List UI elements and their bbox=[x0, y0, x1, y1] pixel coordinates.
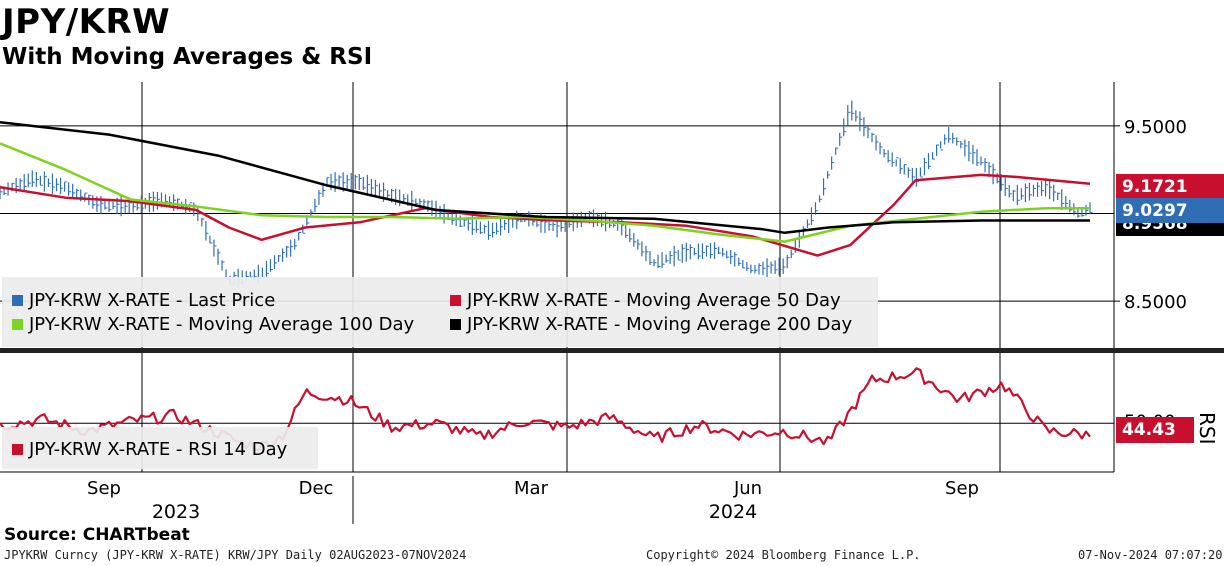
ytick-label-9-5: 9.5000 bbox=[1124, 117, 1187, 138]
legend-item-ma100: JPY-KRW X-RATE - Moving Average 100 Day bbox=[12, 314, 414, 335]
xtick-label-4: Sep bbox=[945, 478, 979, 499]
footer-copyright: Copyright© 2024 Bloomberg Finance L.P. bbox=[646, 548, 921, 562]
year-label-2023: 2023 bbox=[152, 501, 200, 523]
chart-title: JPY/KRW bbox=[2, 2, 171, 42]
xtick-label-0: Sep bbox=[87, 478, 121, 499]
legend-swatch bbox=[12, 444, 23, 455]
legend-label: JPY-KRW X-RATE - Moving Average 200 Day bbox=[467, 314, 853, 335]
rsi-line bbox=[0, 367, 1091, 452]
legend-label: JPY-KRW X-RATE - Moving Average 50 Day bbox=[467, 290, 841, 311]
price-legend bbox=[2, 277, 878, 347]
legend-swatch bbox=[12, 319, 23, 330]
badge-label: 44.43 bbox=[1122, 420, 1176, 440]
legend-swatch bbox=[450, 295, 461, 306]
legend-label: JPY-KRW X-RATE - RSI 14 Day bbox=[29, 439, 288, 460]
price-bars bbox=[0, 100, 1093, 288]
legend-item-rsi: JPY-KRW X-RATE - RSI 14 Day bbox=[12, 439, 287, 460]
rsi-axis-label: RSI bbox=[1195, 412, 1219, 445]
legend-item-last-price: JPY-KRW X-RATE - Last Price bbox=[12, 290, 275, 311]
ytick-label-8-5: 8.5000 bbox=[1124, 292, 1187, 313]
xtick-label-2: Mar bbox=[514, 478, 549, 499]
panel-divider bbox=[0, 348, 1224, 353]
legend-item-ma50: JPY-KRW X-RATE - Moving Average 50 Day bbox=[450, 290, 841, 311]
series-lines bbox=[0, 100, 1093, 452]
ma100-line bbox=[0, 142, 1090, 243]
legend-swatch bbox=[450, 319, 461, 330]
badge-ma50-last: 9.1721 bbox=[1116, 174, 1224, 199]
year-label-2024: 2024 bbox=[709, 501, 757, 523]
chart-subtitle: With Moving Averages & RSI bbox=[2, 44, 373, 70]
xtick-label-3: Jun bbox=[733, 478, 762, 499]
ma50-line bbox=[0, 173, 1091, 257]
badge-price-last: 9.0297 bbox=[1116, 198, 1224, 223]
legend-label: JPY-KRW X-RATE - Moving Average 100 Day bbox=[29, 314, 415, 335]
legend-item-ma200: JPY-KRW X-RATE - Moving Average 200 Day bbox=[450, 314, 852, 335]
xtick-label-1: Dec bbox=[299, 478, 334, 499]
legend-label: JPY-KRW X-RATE - Last Price bbox=[29, 290, 276, 311]
badge-rsi-last: 44.43 bbox=[1116, 417, 1194, 443]
badge-label: 9.0297 bbox=[1122, 200, 1188, 221]
footer-timestamp: 07-Nov-2024 07:07:20 bbox=[1078, 548, 1223, 562]
legend-swatch bbox=[12, 295, 23, 306]
badge-label: 9.1721 bbox=[1122, 176, 1188, 197]
footer-ticker-info: JPYKRW Curncy (JPY-KRW X-RATE) KRW/JPY D… bbox=[4, 548, 467, 562]
source-label: Source: CHARTbeat bbox=[4, 525, 190, 545]
rsi-legend bbox=[2, 427, 318, 469]
ma200-line bbox=[0, 121, 1090, 235]
